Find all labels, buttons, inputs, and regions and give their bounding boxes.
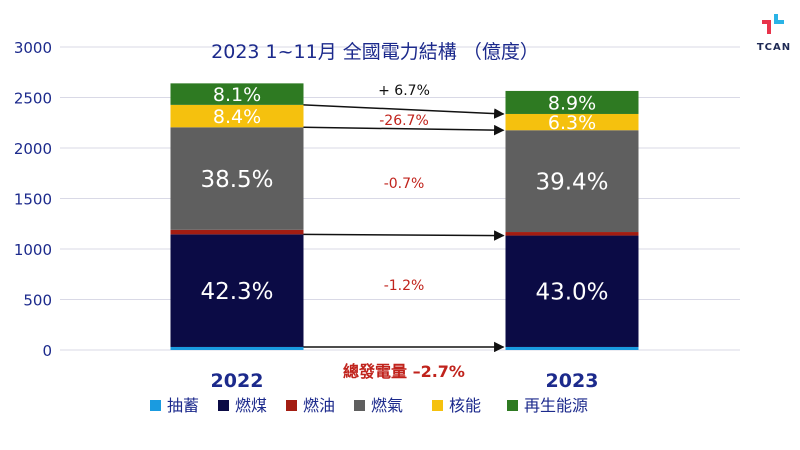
legend-label: 燃油 [303,396,335,415]
y-tick-label: 3000 [14,39,52,57]
total-change-label: 總發電量 –2.7% [343,362,465,381]
chart-title: 2023 1~11月 全國電力結構 （億度） [211,41,539,63]
legend-swatch [507,400,518,411]
logo-mark-icon [762,14,784,34]
data-label: 8.4% [213,106,261,128]
bars [170,83,639,350]
legend-swatch [218,400,229,411]
change-annotation: + 6.7% [378,83,430,99]
bar-segment-2022-燃氣 [170,127,304,230]
bar-segment-2022-燃煤 [170,234,304,347]
legend-swatch [286,400,297,411]
data-label: 8.9% [548,92,596,114]
y-tick-label: 0 [42,342,52,360]
data-label: 43.0% [535,280,608,306]
y-tick-label: 1000 [14,241,52,259]
y-tick-label: 2000 [14,140,52,158]
bar-segment-2023-抽蓄 [505,346,639,350]
category-label: 2022 [211,370,264,392]
data-label: 42.3% [200,279,273,305]
change-annotation: -1.2% [384,278,425,294]
bar-segment-2023-燃氣 [505,130,639,233]
legend-swatch [150,400,161,411]
bar-segment-2023-燃煤 [505,235,639,347]
tcan-logo: TCAN [752,12,796,70]
change-arrow [303,104,505,119]
legend-label: 抽蓄 [167,396,199,415]
labels: 42.3% 38.5% 8.4%8.1% 2022 43.0% 39.4% 6.3%8.9%… [200,83,608,392]
bar-segment-2023-燃油 [505,232,639,236]
legend-label: 燃煤 [235,396,267,415]
change-arrow [303,230,505,241]
change-arrow [303,124,505,136]
legend-label: 再生能源 [524,396,588,415]
bar-segment-2022-核能 [170,104,304,128]
bar-segment-2023-再生能源 [505,90,639,114]
logo-text: TCAN [756,42,792,53]
change-arrows [303,104,505,353]
data-label: 6.3% [548,112,596,134]
data-label: 8.1% [213,84,261,106]
data-label: 39.4% [535,169,608,195]
change-annotation: -0.7% [384,176,425,192]
legend-swatch [432,400,443,411]
bar-segment-2022-抽蓄 [170,346,304,350]
legend: 抽蓄 燃煤 燃油 燃氣 核能 再生能源 [150,396,588,415]
y-tick-label: 2500 [14,90,52,108]
legend-swatch [354,400,365,411]
y-axis-ticks: 0 500 1000 1500 2000 2500 3000 [14,39,52,360]
bar-segment-2022-再生能源 [170,83,304,105]
legend-label: 燃氣 [371,396,403,415]
data-label: 38.5% [200,167,273,193]
y-tick-label: 500 [23,292,52,310]
legend-label: 核能 [449,396,481,415]
category-label: 2023 [546,370,599,392]
y-tick-label: 1500 [14,191,52,209]
change-annotation: -26.7% [379,113,429,129]
bar-segment-2022-燃油 [170,229,304,235]
bar-segment-2023-核能 [505,113,639,131]
